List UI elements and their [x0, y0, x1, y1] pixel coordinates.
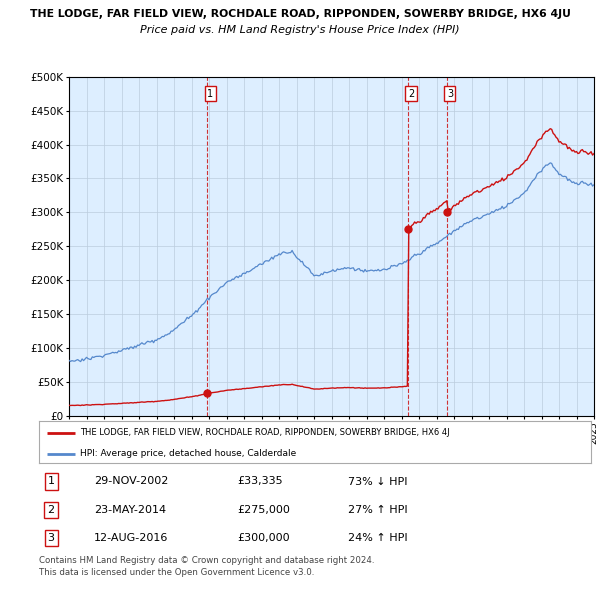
Text: Price paid vs. HM Land Registry's House Price Index (HPI): Price paid vs. HM Land Registry's House …: [140, 25, 460, 35]
Text: HPI: Average price, detached house, Calderdale: HPI: Average price, detached house, Cald…: [80, 450, 296, 458]
Text: THE LODGE, FAR FIELD VIEW, ROCHDALE ROAD, RIPPONDEN, SOWERBY BRIDGE, HX6 4J: THE LODGE, FAR FIELD VIEW, ROCHDALE ROAD…: [80, 428, 450, 437]
Text: 27% ↑ HPI: 27% ↑ HPI: [348, 504, 408, 514]
Text: 3: 3: [447, 88, 453, 99]
Text: 2: 2: [408, 88, 414, 99]
Text: 23-MAY-2014: 23-MAY-2014: [94, 504, 166, 514]
Text: 3: 3: [47, 533, 55, 543]
Text: £300,000: £300,000: [238, 533, 290, 543]
Text: Contains HM Land Registry data © Crown copyright and database right 2024.: Contains HM Land Registry data © Crown c…: [39, 556, 374, 565]
Text: 29-NOV-2002: 29-NOV-2002: [94, 477, 169, 487]
Text: 2: 2: [47, 504, 55, 514]
Text: £33,335: £33,335: [238, 477, 283, 487]
Text: 1: 1: [47, 477, 55, 487]
Text: 1: 1: [207, 88, 213, 99]
Text: This data is licensed under the Open Government Licence v3.0.: This data is licensed under the Open Gov…: [39, 568, 314, 576]
Text: 24% ↑ HPI: 24% ↑ HPI: [348, 533, 408, 543]
Text: £275,000: £275,000: [238, 504, 290, 514]
Text: 73% ↓ HPI: 73% ↓ HPI: [348, 477, 407, 487]
Text: 12-AUG-2016: 12-AUG-2016: [94, 533, 169, 543]
Text: THE LODGE, FAR FIELD VIEW, ROCHDALE ROAD, RIPPONDEN, SOWERBY BRIDGE, HX6 4JU: THE LODGE, FAR FIELD VIEW, ROCHDALE ROAD…: [29, 9, 571, 19]
